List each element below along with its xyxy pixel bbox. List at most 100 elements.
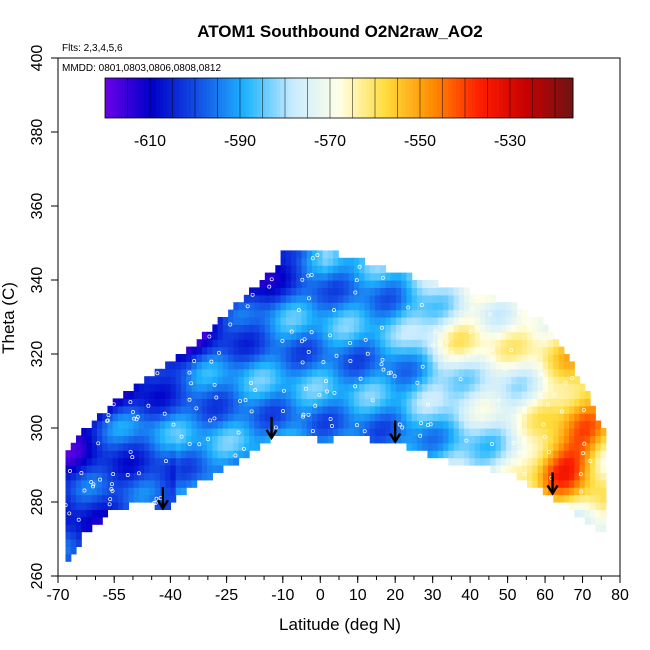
heatmap-cell bbox=[380, 265, 387, 274]
heatmap-cell bbox=[207, 420, 213, 429]
heatmap-cell bbox=[154, 472, 161, 481]
heatmap-cell bbox=[117, 413, 124, 422]
heatmap-cell bbox=[395, 331, 402, 340]
heatmap-cell bbox=[458, 346, 465, 355]
heatmap-cell bbox=[343, 287, 350, 296]
heatmap-cell bbox=[369, 309, 376, 318]
heatmap-cell bbox=[306, 383, 313, 392]
heatmap-cell bbox=[154, 494, 161, 503]
heatmap-cell bbox=[521, 457, 528, 466]
heatmap-cell bbox=[437, 450, 444, 459]
heatmap-cell bbox=[380, 346, 387, 355]
heatmap-cell bbox=[474, 383, 481, 392]
heatmap-cell bbox=[600, 509, 607, 518]
heatmap-cell bbox=[243, 383, 250, 392]
heatmap-cell bbox=[186, 361, 192, 370]
y-tick-label: 280 bbox=[29, 489, 46, 516]
heatmap-cell bbox=[317, 331, 324, 340]
heatmap-cell bbox=[259, 361, 266, 370]
heatmap-cell bbox=[175, 368, 182, 377]
heatmap-cell bbox=[579, 494, 586, 503]
heatmap-cell bbox=[348, 413, 355, 422]
heatmap-cell bbox=[416, 361, 423, 370]
heatmap-cell bbox=[270, 317, 276, 325]
heatmap-cell bbox=[490, 354, 497, 362]
heatmap-cell bbox=[327, 324, 334, 333]
heatmap-cell bbox=[406, 339, 413, 348]
heatmap-cell bbox=[490, 398, 497, 407]
heatmap-cell bbox=[558, 479, 565, 488]
heatmap-cell bbox=[138, 465, 145, 473]
heatmap-cell bbox=[327, 361, 334, 370]
heatmap-cell bbox=[359, 317, 366, 325]
heatmap-cell bbox=[75, 457, 82, 466]
heatmap-cell bbox=[390, 346, 397, 355]
heatmap-cell bbox=[464, 294, 470, 303]
heatmap-cell bbox=[191, 442, 198, 451]
heatmap-cell bbox=[437, 428, 444, 436]
heatmap-cell bbox=[521, 413, 528, 422]
heatmap-cell bbox=[175, 472, 182, 481]
heatmap-cell bbox=[254, 317, 261, 325]
observation-point bbox=[111, 472, 116, 477]
heatmap-cell bbox=[416, 398, 423, 407]
heatmap-cell bbox=[312, 391, 318, 399]
heatmap-cell bbox=[569, 428, 575, 436]
heatmap-cell bbox=[464, 309, 470, 318]
heatmap-cell bbox=[527, 368, 533, 377]
heatmap-cell bbox=[432, 368, 439, 377]
heatmap-cell bbox=[322, 302, 329, 311]
heatmap-cell bbox=[212, 354, 219, 362]
heatmap-cell bbox=[249, 354, 255, 362]
heatmap-cell bbox=[270, 280, 276, 288]
x-tick-label: 60 bbox=[536, 587, 554, 604]
heatmap-cell bbox=[427, 435, 434, 444]
heatmap-cell bbox=[374, 435, 381, 444]
heatmap-cell bbox=[170, 435, 177, 444]
heatmap-cell bbox=[584, 479, 591, 488]
heatmap-cell bbox=[327, 339, 334, 348]
heatmap-cell bbox=[70, 531, 77, 540]
heatmap-cell bbox=[343, 331, 350, 340]
colorbar-segment bbox=[128, 78, 133, 118]
heatmap-cell bbox=[348, 361, 355, 370]
heatmap-cell bbox=[521, 324, 528, 333]
heatmap-cell bbox=[154, 428, 161, 436]
colorbar-segment bbox=[491, 78, 496, 118]
heatmap-cell bbox=[506, 331, 512, 340]
colorbar-segment bbox=[526, 78, 531, 118]
heatmap-cell bbox=[233, 457, 240, 466]
heatmap-cell bbox=[443, 383, 450, 392]
heatmap-cell bbox=[228, 339, 234, 348]
heatmap-cell bbox=[175, 465, 182, 473]
heatmap-cell bbox=[595, 472, 602, 481]
heatmap-cell bbox=[112, 413, 119, 422]
heatmap-cell bbox=[243, 391, 250, 399]
heatmap-cell bbox=[112, 398, 119, 407]
heatmap-cell bbox=[553, 487, 560, 496]
heatmap-cell bbox=[75, 479, 82, 488]
heatmap-cell bbox=[159, 420, 166, 429]
heatmap-cell bbox=[285, 324, 292, 333]
y-tick-label: 300 bbox=[29, 415, 46, 442]
heatmap-cell bbox=[474, 413, 481, 422]
heatmap-cell bbox=[144, 442, 151, 451]
heatmap-cell bbox=[364, 317, 371, 325]
heatmap-cell bbox=[569, 494, 575, 503]
heatmap-cell bbox=[117, 405, 124, 414]
observation-point bbox=[353, 290, 358, 295]
heatmap-cell bbox=[343, 413, 350, 422]
heatmap-cell bbox=[516, 354, 523, 362]
heatmap-cell bbox=[579, 465, 586, 473]
heatmap-cell bbox=[212, 339, 219, 348]
heatmap-cell bbox=[259, 420, 266, 429]
heatmap-cell bbox=[359, 376, 366, 385]
heatmap-cell bbox=[374, 398, 381, 407]
heatmap-cell bbox=[228, 413, 234, 422]
observation-point bbox=[545, 402, 550, 407]
heatmap-cell bbox=[291, 361, 297, 370]
heatmap-cell bbox=[411, 280, 418, 288]
heatmap-cell bbox=[558, 487, 565, 496]
heatmap-cell bbox=[207, 428, 213, 436]
